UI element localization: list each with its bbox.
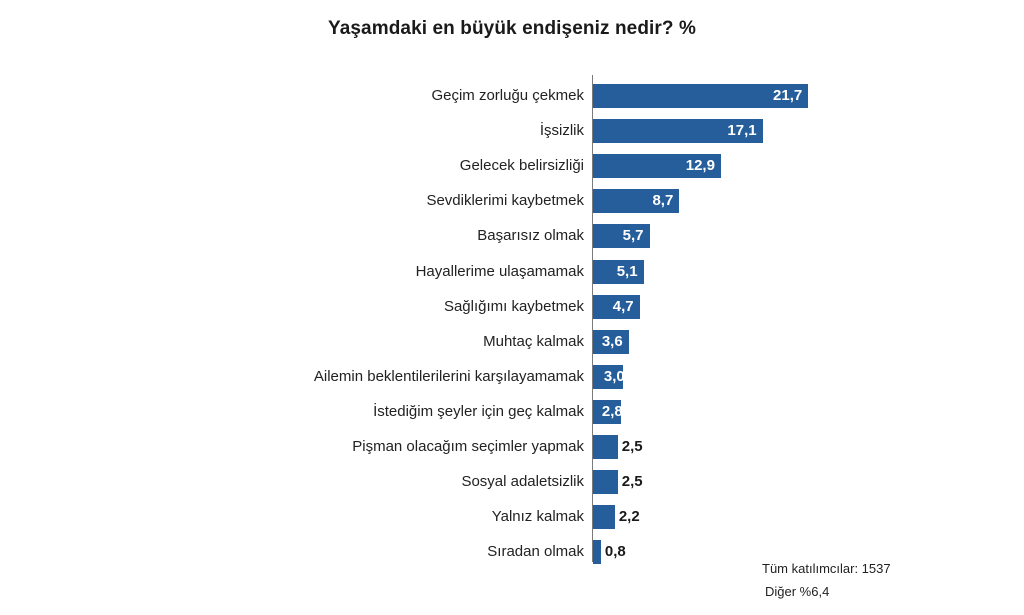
value-label: 3,0 bbox=[603, 367, 625, 385]
category-label: Gelecek belirsizliği bbox=[459, 157, 584, 175]
category-label: Sevdiklerimi kaybetmek bbox=[426, 192, 584, 210]
bar-row: Ailemin beklentilerilerini karşılayamama… bbox=[0, 364, 1024, 389]
bar bbox=[593, 329, 629, 354]
value-label: 0,8 bbox=[604, 543, 626, 561]
category-label: Başarısız olmak bbox=[477, 227, 584, 245]
category-label: Muhtaç kalmak bbox=[483, 332, 584, 350]
bar-row: İstediğim şeyler için geç kalmak 2,8 bbox=[0, 399, 1024, 424]
category-label: İstediğim şeyler için geç kalmak bbox=[373, 402, 584, 420]
value-label: 5,7 bbox=[622, 227, 644, 245]
value-label: 21,7 bbox=[773, 87, 803, 104]
bar-row: Yalnız kalmak 2,2 bbox=[0, 505, 1024, 530]
bar-row: Başarısız olmak 5,7 bbox=[0, 224, 1024, 249]
bar bbox=[593, 154, 721, 179]
bar bbox=[593, 540, 601, 565]
bar bbox=[593, 364, 623, 389]
value-label: 2,2 bbox=[618, 508, 640, 526]
category-label: İşsizlik bbox=[539, 122, 584, 140]
bar-row: Hayallerime ulaşamamak 5,1 bbox=[0, 259, 1024, 284]
category-label: Yalnız kalmak bbox=[491, 508, 584, 526]
value-label: 3,6 bbox=[601, 332, 623, 350]
bar bbox=[593, 435, 618, 459]
category-label: Hayallerime ulaşamamak bbox=[415, 262, 584, 280]
category-label: Sağlığımı kaybetmek bbox=[443, 297, 584, 315]
bar-row: Geçim zorluğu çekmek 21,7 bbox=[0, 84, 1024, 108]
value-label: 2,5 bbox=[621, 438, 643, 455]
category-label: Sıradan olmak bbox=[487, 543, 584, 561]
bar bbox=[593, 259, 644, 284]
value-label: 2,5 bbox=[621, 473, 643, 491]
bar-row: İşsizlik 17,1 bbox=[0, 119, 1024, 144]
value-label: 2,8 bbox=[601, 402, 623, 420]
bar bbox=[593, 470, 618, 495]
bar-row: Sıradan olmak 0,8 bbox=[0, 540, 1024, 565]
bar-row: Sağlığımı kaybetmek 4,7 bbox=[0, 294, 1024, 319]
category-label: Sosyal adaletsizlik bbox=[461, 473, 584, 491]
bar bbox=[593, 119, 763, 144]
other-note: Diğer %6,4 bbox=[765, 584, 830, 599]
value-label: 5,1 bbox=[616, 262, 638, 280]
bar bbox=[593, 84, 809, 108]
y-axis-line bbox=[592, 75, 593, 562]
value-label: 17,1 bbox=[727, 122, 757, 140]
bar-row: Sosyal adaletsizlik 2,5 bbox=[0, 470, 1024, 495]
value-label: 12,9 bbox=[685, 157, 715, 175]
bar bbox=[593, 505, 615, 530]
value-label: 8,7 bbox=[652, 192, 674, 210]
bar bbox=[593, 399, 621, 424]
bar-row: Pişman olacağım seçimler yapmak 2,5 bbox=[0, 435, 1024, 459]
category-label: Geçim zorluğu çekmek bbox=[431, 87, 584, 104]
category-label: Ailemin beklentilerilerini karşılayamama… bbox=[313, 367, 584, 385]
bar bbox=[593, 224, 650, 249]
chart-title: Yaşamdaki en büyük endişeniz nedir? % bbox=[328, 18, 696, 39]
bar bbox=[593, 294, 640, 319]
participants-note: Tüm katılımcılar: 1537 bbox=[762, 561, 891, 576]
value-label: 4,7 bbox=[612, 297, 634, 315]
category-label: Pişman olacağım seçimler yapmak bbox=[352, 438, 584, 455]
bar-row: Sevdiklerimi kaybetmek 8,7 bbox=[0, 189, 1024, 214]
bar-row: Muhtaç kalmak 3,6 bbox=[0, 329, 1024, 354]
bar bbox=[593, 189, 680, 214]
bar-row: Gelecek belirsizliği 12,9 bbox=[0, 154, 1024, 179]
